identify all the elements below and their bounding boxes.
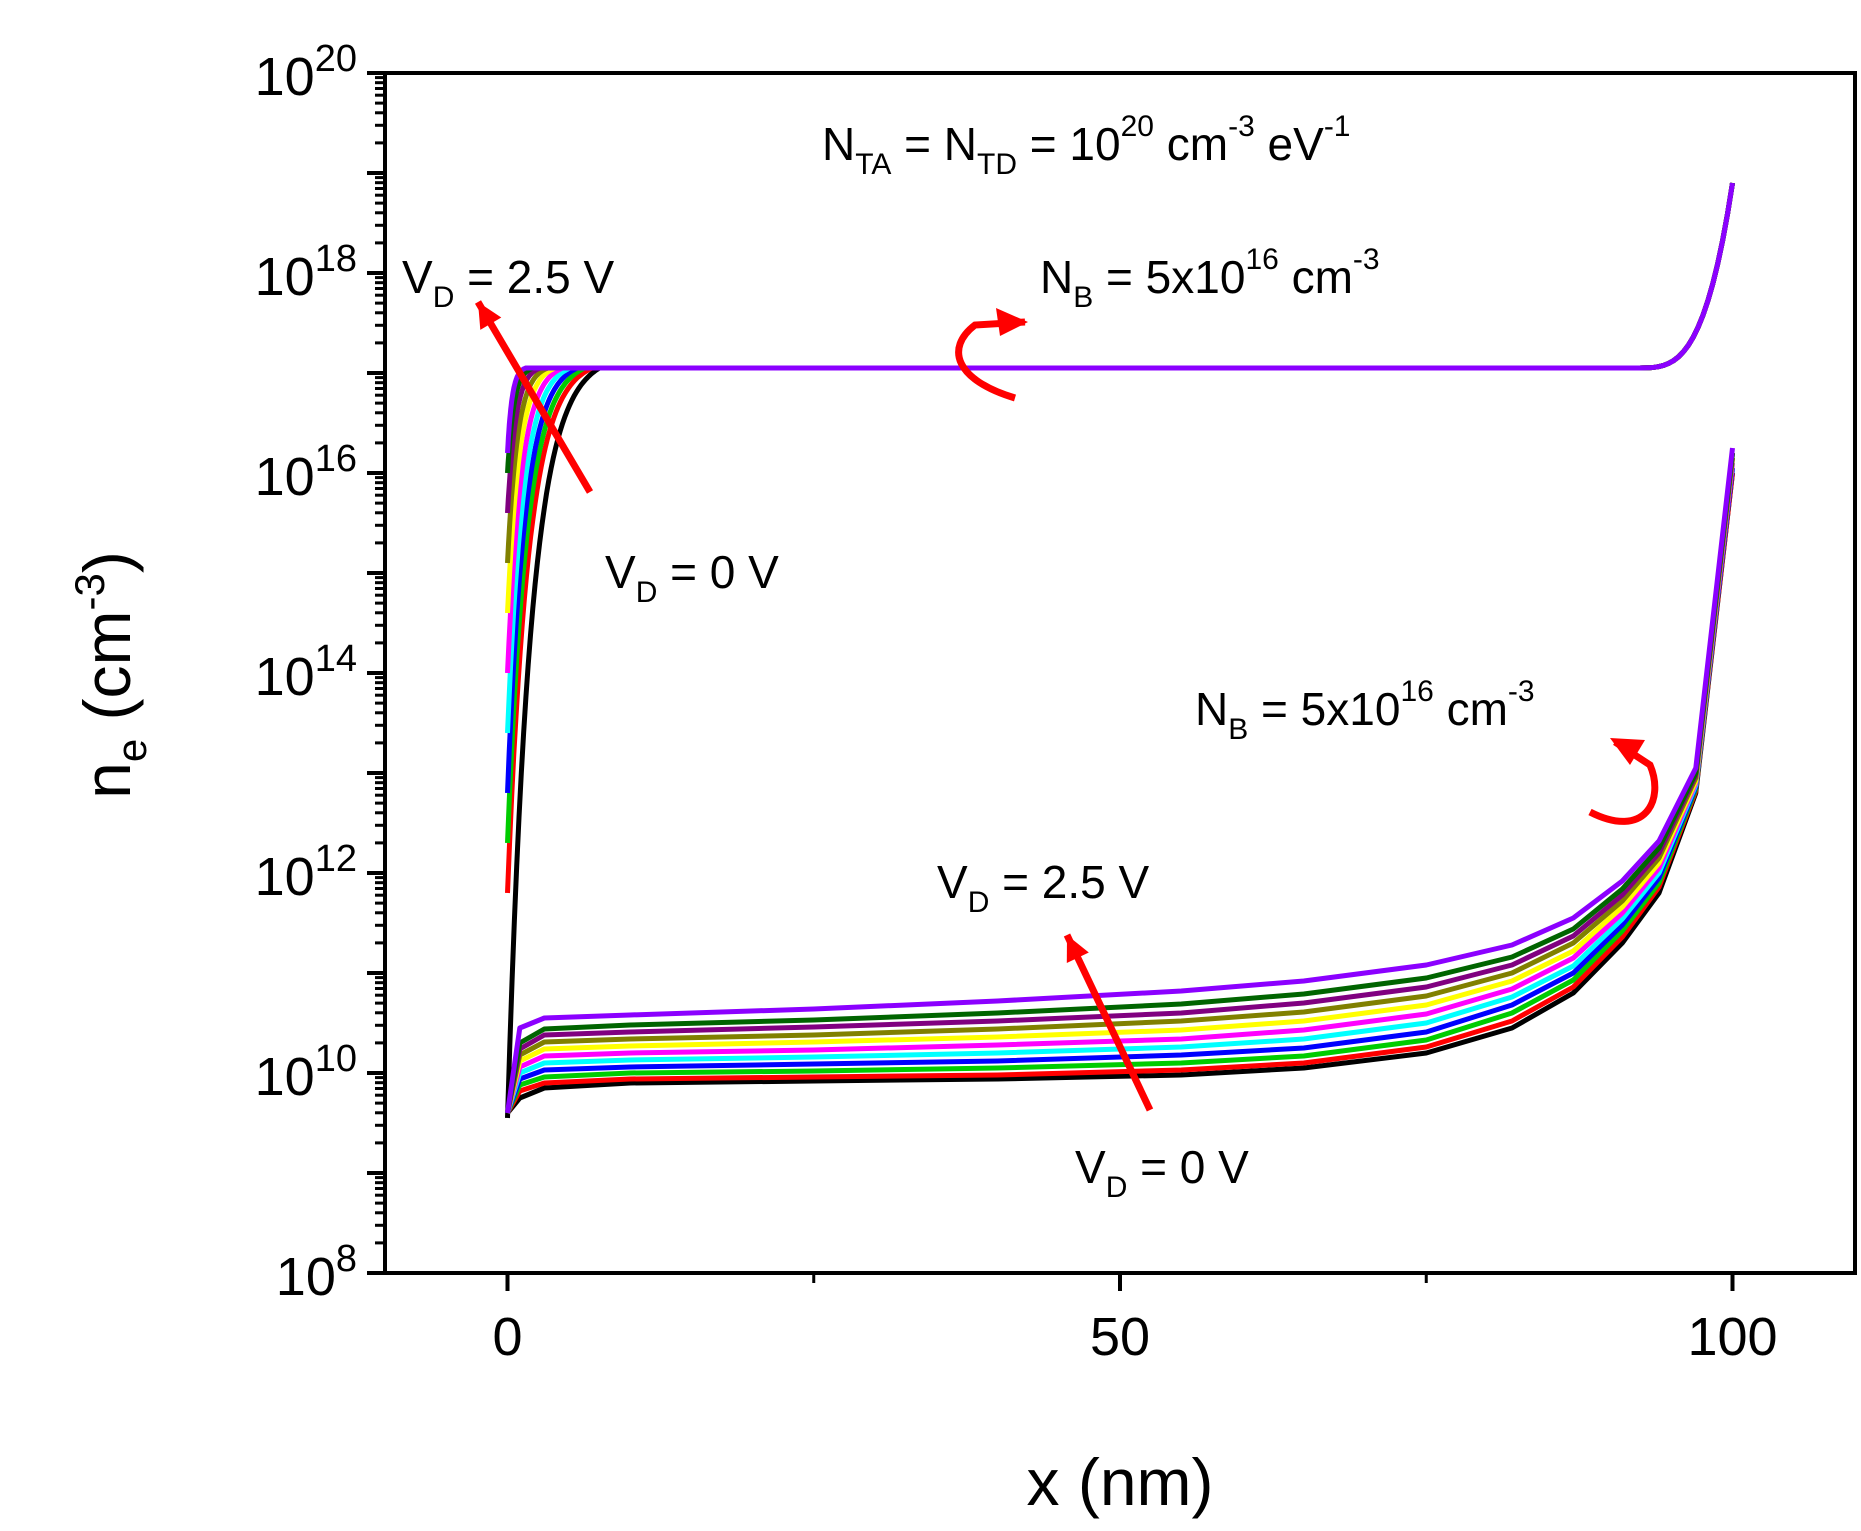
annotation-upper-nb: NB = 5x1016 cm-3 (1040, 243, 1380, 314)
y-tick-label: 1018 (255, 238, 357, 307)
y-tick-label: 1016 (255, 438, 357, 507)
annotation-lower-nb: NB = 5x1016 cm-3 (1195, 675, 1535, 746)
x-tick-label: 50 (1090, 1307, 1150, 1367)
x-tick-label: 100 (1687, 1307, 1777, 1367)
x-axis-title: x (nm) (1027, 1445, 1214, 1519)
upper-series-line (505, 182, 1735, 454)
upper-vd-arrow-head (478, 302, 502, 330)
lower-series-line (505, 457, 1735, 1114)
y-axis-title: ne (cm-3) (66, 551, 155, 799)
lower-nb-pointer (1588, 739, 1659, 825)
lower-series-line (505, 447, 1735, 1114)
lower-series-line (505, 467, 1735, 1114)
lower-series-line (505, 457, 1735, 1114)
upper-series-line (505, 182, 1735, 474)
y-tick-label: 108 (276, 1238, 357, 1307)
lower-series-line (505, 472, 1735, 1115)
annotation-lower-vd-low: VD = 0 V (1075, 1141, 1249, 1204)
lower-series-line (505, 452, 1735, 1114)
upper-nb-pointer (955, 318, 1026, 402)
upper-curve-family (505, 182, 1735, 1119)
lower-series-line (505, 462, 1735, 1114)
x-tick-label: 0 (492, 1307, 522, 1367)
tick-labels: 0 50 100 108 1010 1012 1014 1016 1018 1020 (255, 38, 1778, 1367)
y-tick-label: 1020 (255, 38, 357, 107)
lower-vd-arrow-head (1066, 935, 1089, 963)
upper-nb-pointer-head (996, 308, 1028, 336)
lower-series-line (505, 452, 1735, 1114)
upper-vd-arrow (474, 300, 594, 494)
annotation-lower-vd-high: VD = 2.5 V (937, 856, 1150, 919)
y-tick-label: 1010 (255, 1038, 357, 1107)
annotation-arrows (474, 300, 1659, 1112)
axis-ticks (367, 71, 1735, 1291)
lower-nb-pointer-head (1610, 738, 1645, 765)
upper-series-line (505, 182, 1735, 564)
upper-series-line (505, 182, 1735, 514)
lower-series-line (505, 472, 1735, 1115)
lower-curve-family (505, 447, 1735, 1115)
lower-series-line (505, 467, 1735, 1115)
annotation-upper-vd-high: VD = 2.5 V (402, 251, 615, 314)
annotation-trap-density: NTA = NTD = 1020 cm-3 eV-1 (822, 110, 1351, 181)
lower-series-line (505, 462, 1735, 1114)
lower-vd-arrow (1063, 933, 1154, 1112)
annotation-upper-vd-low: VD = 0 V (605, 546, 779, 609)
y-tick-label: 1012 (255, 838, 357, 907)
y-tick-label: 1014 (255, 638, 357, 707)
